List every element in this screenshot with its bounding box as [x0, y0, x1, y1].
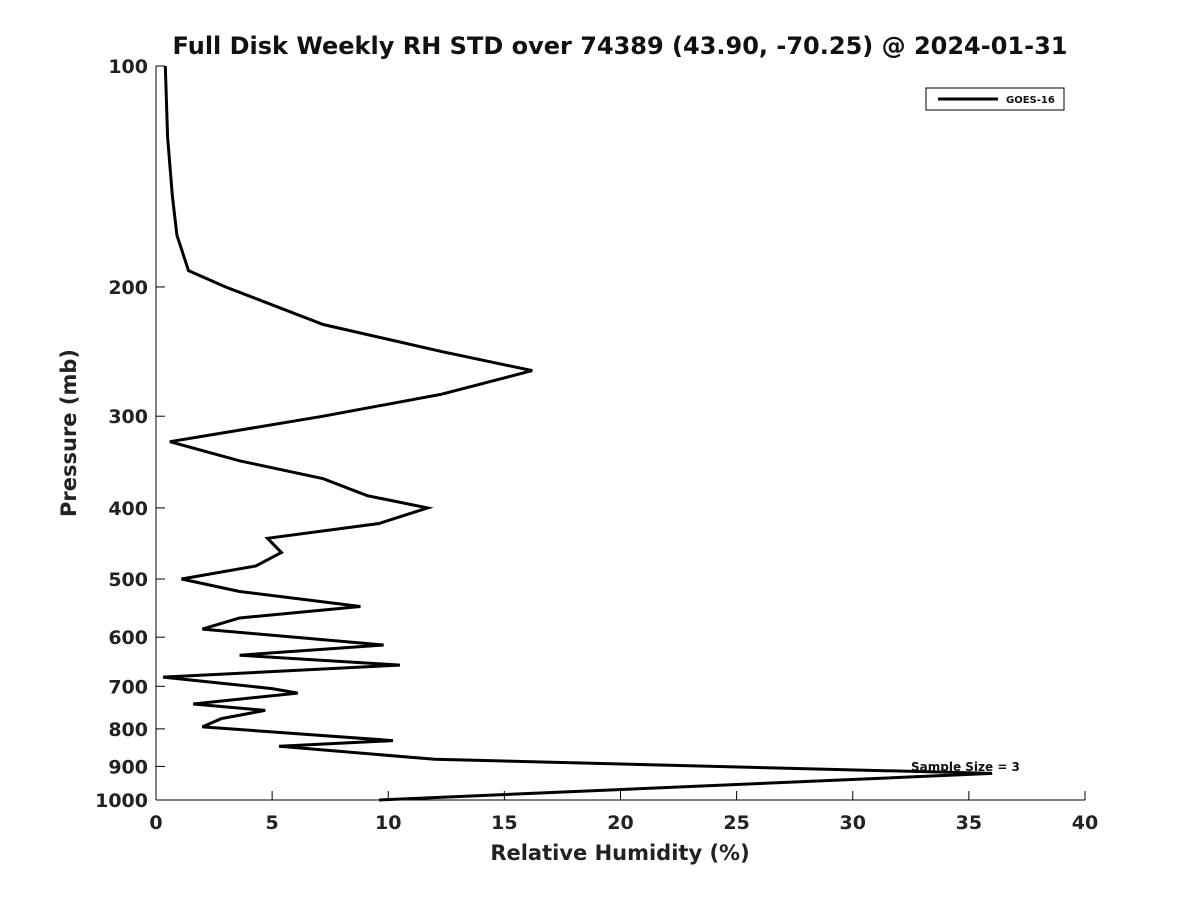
y-tick-label: 400: [108, 498, 148, 520]
chart-title: Full Disk Weekly RH STD over 74389 (43.9…: [173, 32, 1068, 60]
series-line-goes-16: [162, 65, 993, 802]
x-axis-label: Relative Humidity (%): [490, 841, 749, 865]
y-tick-label: 500: [108, 569, 148, 591]
sample-size-annotation: Sample Size = 3: [911, 760, 1020, 774]
y-tick-label: 800: [108, 719, 148, 741]
y-tick-label: 600: [108, 627, 148, 649]
x-tick-label: 0: [149, 812, 162, 834]
x-tick-label: 40: [1072, 812, 1098, 834]
y-tick-label: 100: [108, 56, 148, 78]
y-tick-label: 700: [108, 676, 148, 698]
x-tick-label: 10: [375, 812, 401, 834]
x-tick-label: 5: [266, 812, 279, 834]
x-tick-label: 35: [956, 812, 982, 834]
y-axis: 100 200 300 400 500 600 700 800 900 1000: [95, 56, 165, 812]
y-tick-label: 900: [108, 756, 148, 778]
y-tick-label: 200: [108, 277, 148, 299]
series-layer: [162, 65, 993, 802]
plot-frame: [155, 66, 1085, 801]
legend: GOES-16: [925, 87, 1065, 111]
x-tick-label: 25: [723, 812, 749, 834]
x-axis: 0 5 10 15 20 25 30 35 40: [149, 791, 1098, 834]
x-tick-label: 15: [491, 812, 517, 834]
x-tick-label: 20: [607, 812, 633, 834]
legend-label: GOES-16: [1006, 95, 1055, 106]
y-axis-label: Pressure (mb): [57, 349, 81, 517]
x-tick-label: 30: [840, 812, 866, 834]
y-tick-label: 300: [108, 406, 148, 428]
y-tick-label: 1000: [95, 790, 148, 812]
